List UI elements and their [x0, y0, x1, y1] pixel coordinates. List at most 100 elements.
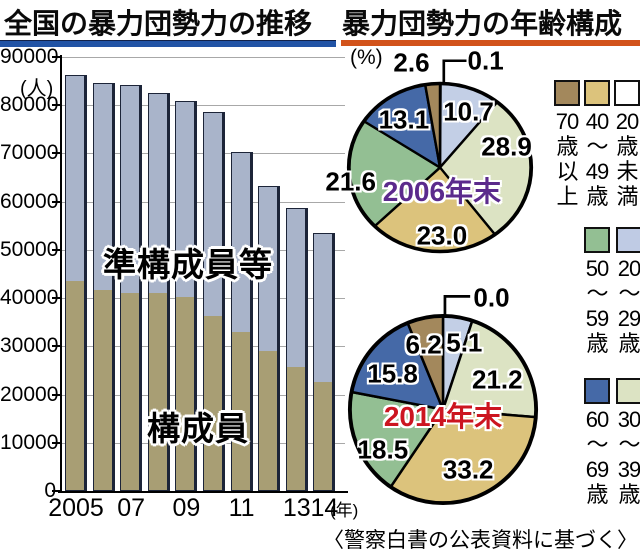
value-label-50〜59歳: 21.6 — [325, 166, 376, 196]
legend-20-29: 20 〜 29 歳 — [612, 227, 640, 356]
y-axis-line — [60, 55, 62, 493]
bar-2008 — [147, 92, 170, 491]
pie-center-title: 2014年末 — [383, 401, 503, 433]
y-tick-40000 — [52, 297, 62, 300]
legend-text: 〜 — [618, 281, 640, 306]
legend-text: 20 — [617, 256, 640, 281]
value-label-70歳以上: 2.6 — [393, 47, 430, 77]
percent-unit-label: (%) — [350, 46, 383, 69]
y-tick-10000 — [52, 441, 62, 444]
value-label-20〜29歳: 5.1 — [446, 327, 483, 358]
x-label-2005: 2005 — [48, 494, 104, 522]
title-underline-orange — [341, 40, 640, 46]
bar-2014 — [313, 233, 336, 491]
bar-2006-quasi-members — [93, 83, 112, 290]
callout-line — [442, 59, 467, 84]
y-tick-60000 — [52, 200, 62, 203]
bar-2010 — [203, 111, 225, 491]
member-series-label: 構成員 — [147, 410, 249, 447]
title-underline-blue — [0, 40, 336, 47]
y-label-60000: 60000 — [0, 189, 59, 213]
y-tick-70000 — [52, 152, 62, 155]
bar-2011 — [230, 152, 253, 491]
legend-text: 〜 — [586, 432, 608, 457]
bar-2012-quasi-members — [259, 187, 278, 352]
value-label-50〜59歳: 18.5 — [357, 434, 409, 465]
bar-2013-quasi-members — [286, 209, 305, 367]
bar-chart-title: 全国の暴力団勢力の推移 — [4, 8, 313, 39]
bar-2011-members — [231, 332, 250, 490]
value-label-20歳未満: 0.0 — [473, 282, 510, 313]
legend-text: 歳 — [586, 184, 608, 209]
x-label-14: 14 — [310, 494, 339, 522]
legend-text: 歳 — [586, 482, 608, 507]
bar-2005 — [65, 74, 87, 491]
legend-text: 29 — [617, 306, 640, 331]
bar-2011-quasi-members — [231, 153, 250, 333]
legend-40-49-swatch — [584, 80, 610, 106]
legend-text: 上 — [556, 184, 578, 209]
legend-text: 39 — [617, 457, 640, 482]
x-label-09: 09 — [172, 494, 201, 522]
y-tick-30000 — [52, 345, 62, 348]
legend-text: 歳 — [556, 134, 578, 159]
legend-text: 50 — [585, 256, 609, 281]
y-label-80000: 80000 — [0, 93, 59, 117]
bar-2005-members — [66, 281, 84, 490]
gridline-80000 — [62, 105, 345, 107]
legend-text: 歳 — [618, 331, 640, 356]
value-label-40〜49歳: 33.2 — [442, 454, 494, 485]
legend-text: 〜 — [586, 134, 608, 159]
legend-text: 歳 — [586, 331, 608, 356]
legend-text: 20 — [615, 109, 639, 134]
y-label-50000: 50000 — [0, 237, 59, 261]
legend-60-69-swatch — [584, 378, 610, 404]
y-tick-80000 — [52, 104, 62, 107]
bar-2006 — [92, 82, 115, 491]
pie-outline — [346, 81, 534, 254]
value-label-70歳以上: 6.2 — [405, 329, 442, 360]
bar-2009-members — [176, 297, 195, 490]
bar-2014-quasi-members — [314, 234, 333, 383]
bars — [62, 57, 347, 491]
value-label-40〜49歳: 23.0 — [416, 220, 468, 251]
y-label-40000: 40000 — [0, 286, 59, 310]
legend-text: 歳 — [616, 134, 638, 159]
legend-text: 未 — [616, 159, 638, 184]
legend-70-plus: 70 歳以上 — [550, 80, 584, 209]
pie-outline — [347, 313, 539, 506]
y-label-20000: 20000 — [0, 382, 59, 406]
legend-60-69: 60 〜 69 歳 — [580, 378, 614, 507]
y-axis-unit: (人) — [20, 78, 54, 100]
bar-2010-quasi-members — [204, 112, 222, 317]
y-tick-20000 — [52, 393, 62, 396]
legend-50-59-swatch — [584, 227, 610, 253]
pie-chart-title: 暴力団勢力の年齢構成 — [342, 8, 623, 39]
legend-text: 満 — [616, 184, 638, 209]
legend-50-59: 50 〜 59 歳 — [580, 227, 614, 356]
legend-text: 59 — [585, 306, 609, 331]
y-label-30000: 30000 — [0, 334, 59, 358]
legend-under-20-swatch — [614, 80, 640, 106]
x-label-07: 07 — [117, 494, 146, 522]
legend-70-plus-swatch — [554, 80, 580, 106]
pie-2014: 0.0 5.1 21.2 33.2 18.5 15.8 6.2 2014年末 — [346, 283, 540, 507]
legend-under-20: 20 歳未満 — [610, 80, 640, 209]
bar-2013 — [285, 208, 308, 491]
y-tick-0 — [52, 490, 62, 492]
callout-line — [443, 295, 471, 316]
legend-text: 以 — [556, 159, 578, 184]
source-note: 〈警察白書の公表資料に基づく〉 — [323, 529, 638, 552]
bar-2009-quasi-members — [176, 101, 195, 298]
bar-2005-quasi-members — [66, 75, 84, 282]
bar-2009 — [175, 100, 198, 491]
bar-2006-members — [93, 289, 112, 490]
y-tick-50000 — [52, 248, 62, 251]
quasi-member-series-label: 準構成員等 — [103, 246, 273, 283]
legend-text: 30 — [617, 407, 640, 432]
legend-text: 40 — [585, 109, 609, 134]
legend-20-29-swatch — [616, 227, 640, 253]
pie-2006: 0.1 10.7 28.9 23.0 21.6 13.1 2.6 2006年末 — [325, 45, 535, 255]
bar-2008-quasi-members — [148, 93, 167, 293]
